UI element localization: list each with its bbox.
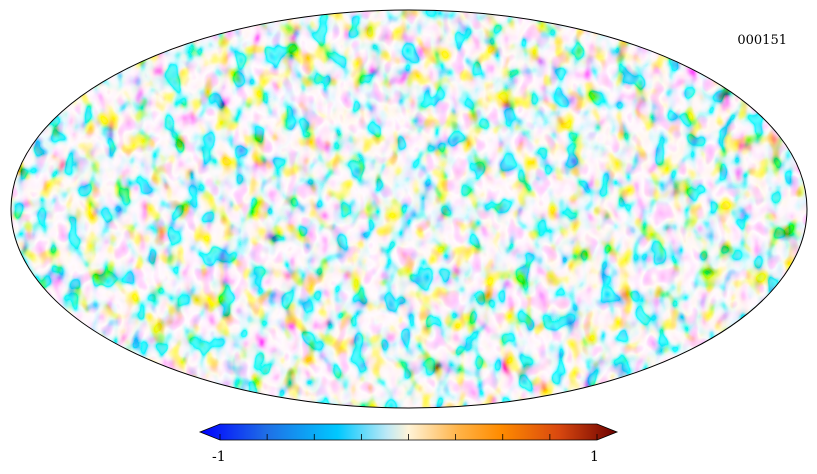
map-identifier: 000151 — [737, 33, 787, 48]
colorbar-min-label: -1 — [212, 449, 226, 465]
colorbar-max-label: 1 — [590, 449, 599, 465]
map-outline — [10, 9, 808, 409]
sky-map — [11, 10, 807, 408]
colorbar-ticks — [219, 434, 598, 440]
colorbar — [198, 423, 619, 441]
